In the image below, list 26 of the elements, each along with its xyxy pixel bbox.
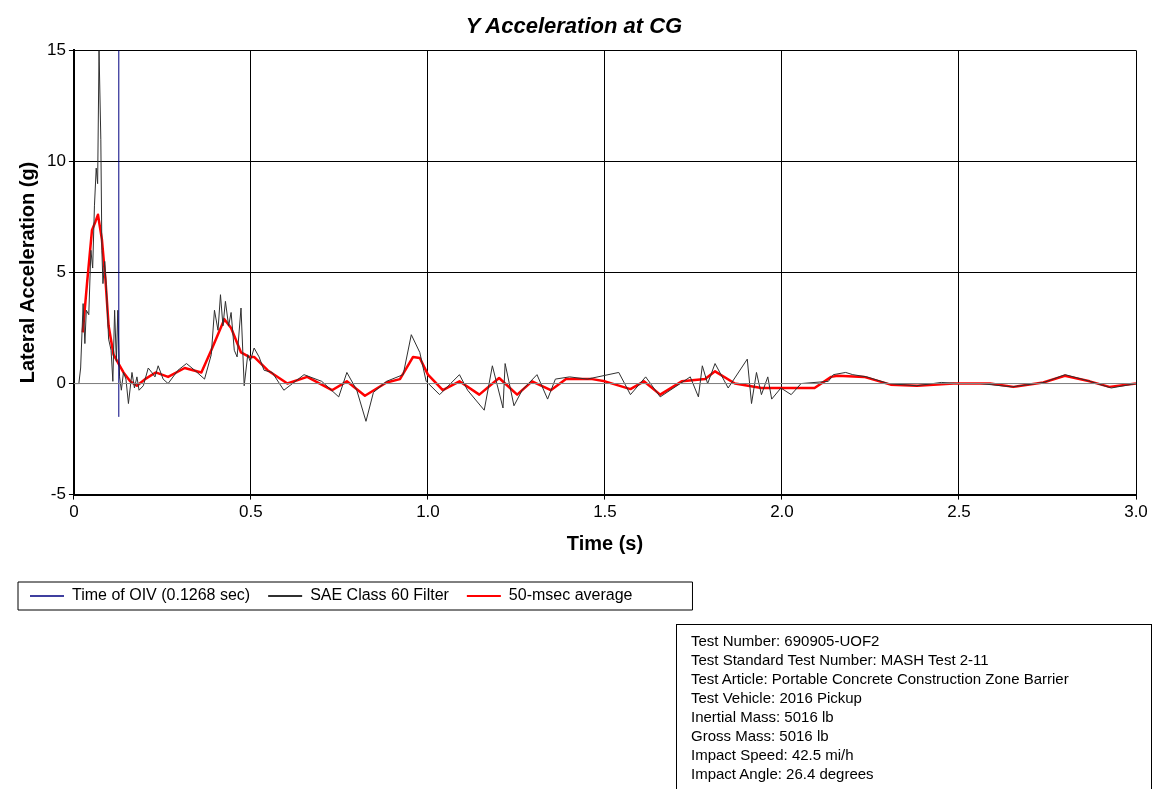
text: Impact Angle: 26.4 degrees — [691, 764, 875, 783]
y-tick-label: 0 — [56, 373, 66, 393]
y-tick-label: -5 — [50, 484, 66, 504]
text: Test Article: Portable Concrete Construction Zone Barrier — [691, 669, 1070, 688]
y-axis-title: Lateral Acceleration (g) — [15, 161, 38, 384]
x-tick-label: 3.0 — [1124, 502, 1148, 522]
x-tick-label: 0.5 — [239, 502, 263, 522]
text: Test Vehicle: 2016 Pickup — [691, 688, 863, 707]
y-tick-label: 15 — [46, 40, 66, 60]
text: Impact Speed: 42.5 mi/h — [691, 745, 855, 764]
text: Test Standard Test Number: MASH Test 2-11 — [691, 650, 990, 669]
y-tick-label: 5 — [56, 262, 66, 282]
x-tick-label: 2.5 — [947, 502, 971, 522]
legend-label: 50-msec average — [508, 586, 633, 604]
x-tick-label: 1.0 — [416, 502, 440, 522]
y-tick-label: 10 — [46, 151, 66, 171]
text: Test Number: 690905-UOF2 — [691, 631, 881, 650]
legend-label: SAE Class 60 Filter — [310, 586, 450, 604]
x-tick-label: 0 — [69, 502, 79, 522]
legend-label: Time of OIV (0.1268 sec) — [72, 586, 251, 604]
text: Inertial Mass: 5016 lb — [691, 707, 835, 726]
x-axis-title: Time (s) — [566, 531, 644, 554]
chart-title: Y Acceleration at CG — [465, 13, 683, 39]
x-tick-label: 1.5 — [593, 502, 617, 522]
text: Gross Mass: 5016 lb — [691, 726, 830, 745]
x-tick-label: 2.0 — [770, 502, 794, 522]
